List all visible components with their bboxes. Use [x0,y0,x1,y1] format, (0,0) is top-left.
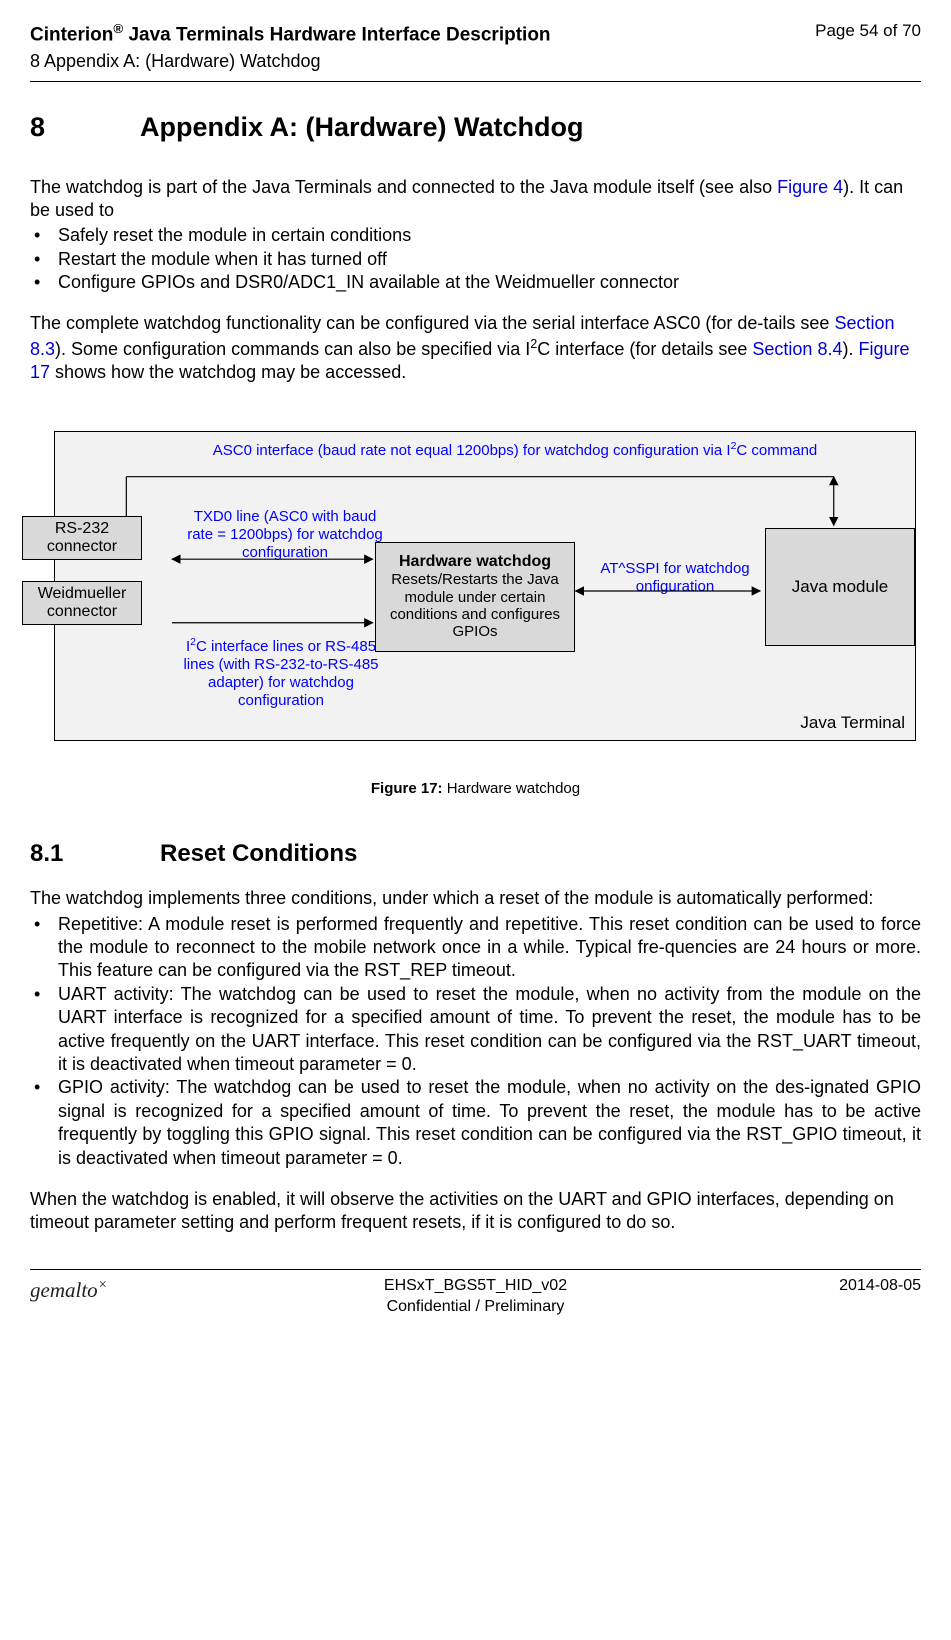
doc-header: Cinterion® Java Terminals Hardware Inter… [30,20,921,48]
java-terminal-box: Java Terminal ASC0 interface (baud rate … [54,431,916,741]
weidmueller-connector-box: Weidmueller connector [22,581,142,625]
brand-sup: × [98,1277,108,1293]
hw-box-body: Resets/Restarts the Java module under ce… [380,571,570,640]
reset-bullets: Repetitive: A module reset is performed … [30,913,921,1170]
hw-box-title: Hardware watchdog [399,553,551,571]
java-module-box: Java module [765,528,915,646]
text: ASC0 interface (baud rate not equal 1200… [213,442,731,459]
reset-intro: The watchdog implements three conditions… [30,887,921,910]
section-title: Reset Conditions [160,840,357,867]
text: connector [47,603,117,621]
hardware-watchdog-diagram: Java Terminal ASC0 interface (baud rate … [30,411,921,761]
sspi-annotation: AT^SSPI for watchdog onfiguration [585,560,765,596]
asc0-annotation: ASC0 interface (baud rate not equal 1200… [145,440,885,461]
title-rest: Java Terminals Hardware Interface Descri… [123,24,550,45]
link-figure-4[interactable]: Figure 4 [777,177,843,197]
text: connector [47,538,117,556]
doc-title: Cinterion® Java Terminals Hardware Inter… [30,20,551,48]
text: C interface lines or RS-485 lines (with … [183,638,378,709]
text: shows how the watchdog may be accessed. [50,362,406,382]
bullet-item: Safely reset the module in certain condi… [30,224,921,247]
page-footer: gemalto× EHSxT_BGS5T_HID_v02 Confidentia… [30,1269,921,1318]
figure-number: Figure 17: [371,780,443,797]
section-number: 8.1 [30,838,160,869]
bullet-item: UART activity: The watchdog can be used … [30,983,921,1077]
reg-mark: ® [113,21,123,36]
java-terminal-label: Java Terminal [800,712,905,734]
figure-caption: Figure 17: Hardware watchdog [30,779,921,799]
chapter-title: Appendix A: (Hardware) Watchdog [140,112,584,142]
intro-para-2: The complete watchdog functionality can … [30,312,921,384]
text: C command [736,442,817,459]
text: Weidmueller [38,585,127,603]
text: C interface (for details see [537,339,752,359]
text: The watchdog is part of the Java Termina… [30,177,777,197]
text: Java module [792,576,888,598]
text: ). Some configuration commands can also … [55,339,530,359]
figure-title: Hardware watchdog [443,780,581,797]
section-heading: 8.1Reset Conditions [30,838,921,869]
text: ). [842,339,858,359]
i2c-annotation: I2C interface lines or RS-485 lines (wit… [171,636,391,710]
intro-para-1: The watchdog is part of the Java Termina… [30,176,921,223]
header-rule [30,81,921,82]
txd0-annotation: TXD0 line (ASC0 with baud rate = 1200bps… [185,508,385,562]
chapter-number: 8 [30,110,140,145]
footer-doc-id: EHSxT_BGS5T_HID_v02 [170,1276,781,1297]
hardware-watchdog-box: Hardware watchdog Resets/Restarts the Ja… [375,542,575,652]
link-section-8-4[interactable]: Section 8.4 [752,339,842,359]
page-number: Page 54 of 70 [815,20,921,42]
bullet-item: GPIO activity: The watchdog can be used … [30,1076,921,1170]
rs232-connector-box: RS-232 connector [22,516,142,560]
text: RS-232 [55,520,109,538]
footer-confidential: Confidential / Preliminary [170,1297,781,1318]
reset-outro: When the watchdog is enabled, it will ob… [30,1188,921,1235]
doc-subtitle: 8 Appendix A: (Hardware) Watchdog [30,50,921,73]
footer-brand: gemalto× [30,1276,170,1304]
brand-text: gemalto [30,1278,98,1302]
bullet-item: Restart the module when it has turned of… [30,248,921,271]
bullet-item: Configure GPIOs and DSR0/ADC1_IN availab… [30,271,921,294]
footer-date: 2014-08-05 [781,1276,921,1297]
footer-center: EHSxT_BGS5T_HID_v02 Confidential / Preli… [170,1276,781,1318]
chapter-heading: 8Appendix A: (Hardware) Watchdog [30,110,921,145]
bullet-item: Repetitive: A module reset is performed … [30,913,921,983]
title-prefix: Cinterion [30,24,113,45]
text: The complete watchdog functionality can … [30,313,834,333]
intro-bullets: Safely reset the module in certain condi… [30,224,921,294]
